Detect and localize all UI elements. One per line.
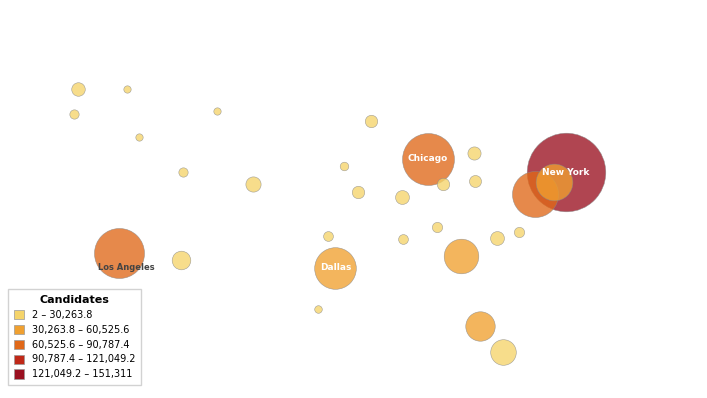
Point — [549, 178, 560, 185]
Point — [455, 253, 466, 259]
Legend: 2 – 30,263.8, 30,263.8 – 60,525.6, 60,525.6 – 90,787.4, 90,787.4 – 121,049.2, 12: 2 – 30,263.8, 30,263.8 – 60,525.6, 60,52… — [8, 289, 141, 385]
Text: Los Angeles: Los Angeles — [98, 263, 155, 272]
Text: New York: New York — [542, 168, 590, 177]
Point — [469, 178, 481, 185]
Point — [431, 224, 442, 230]
Point — [69, 111, 80, 117]
Point — [122, 85, 133, 92]
Point — [247, 181, 258, 187]
Point — [352, 189, 363, 195]
Point — [422, 155, 433, 162]
Point — [113, 250, 124, 256]
Point — [177, 169, 189, 175]
Point — [398, 236, 409, 243]
Point — [497, 349, 508, 355]
Point — [339, 162, 350, 169]
Point — [397, 194, 408, 201]
Point — [437, 181, 448, 187]
Point — [469, 150, 480, 156]
Point — [366, 118, 377, 124]
Point — [72, 86, 83, 92]
Point — [134, 134, 145, 140]
Point — [211, 108, 223, 114]
Text: Dallas: Dallas — [320, 263, 351, 272]
Point — [322, 232, 334, 239]
Text: Chicago: Chicago — [408, 154, 448, 163]
Point — [560, 169, 571, 176]
Point — [312, 305, 324, 312]
Point — [329, 265, 341, 271]
Point — [530, 191, 541, 197]
Point — [513, 228, 525, 235]
Point — [491, 235, 502, 242]
Point — [474, 323, 486, 330]
Point — [175, 257, 187, 263]
